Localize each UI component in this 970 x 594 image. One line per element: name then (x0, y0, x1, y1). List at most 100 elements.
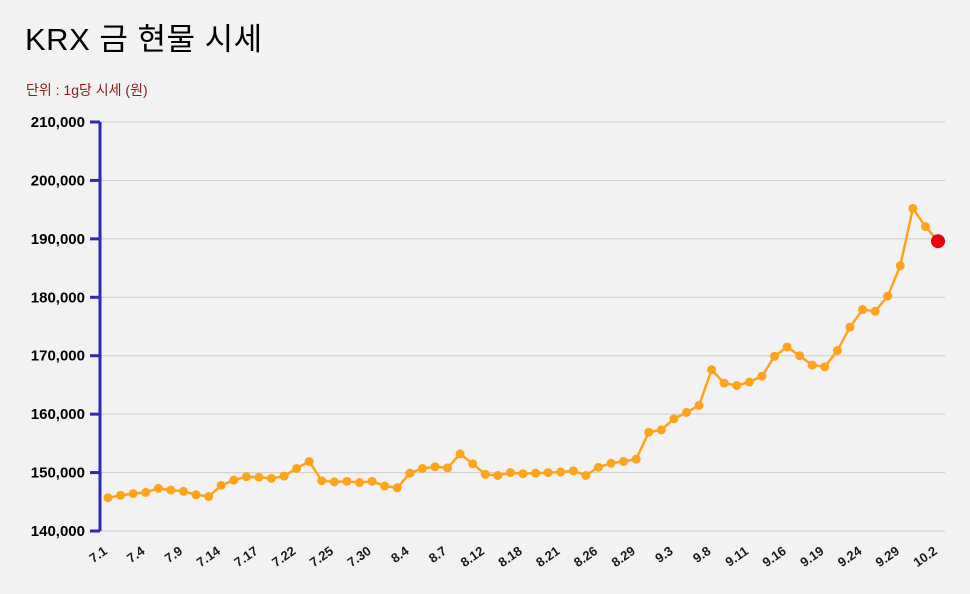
x-tick-label: 9.11 (722, 543, 751, 569)
data-point (443, 463, 453, 473)
x-tick-label: 7.17 (231, 543, 260, 570)
data-point (229, 475, 239, 485)
data-point (694, 400, 704, 410)
x-tick-label: 7.22 (269, 543, 298, 570)
data-point (581, 470, 591, 480)
data-point (543, 468, 553, 478)
data-point (606, 458, 616, 468)
data-point (568, 466, 578, 476)
page-title: KRX 금 현물 시세 (25, 22, 263, 57)
data-point (380, 481, 390, 491)
data-point (241, 472, 251, 482)
x-tick-label: 9.16 (759, 543, 788, 570)
data-point (505, 468, 515, 478)
data-point (493, 470, 503, 480)
y-tick-label: 140,000 (31, 523, 85, 540)
data-point (707, 365, 717, 375)
y-tick-label: 160,000 (31, 406, 85, 423)
y-tick-label: 170,000 (31, 348, 85, 365)
data-point (128, 489, 138, 499)
price-line-chart: 140,000 150,000 160,000 170,000 180,000 190,0… (31, 114, 945, 570)
x-tick-label: 10.2 (910, 543, 939, 570)
data-point (178, 486, 188, 496)
data-point (355, 478, 365, 488)
data-point (757, 371, 767, 381)
data-point (317, 476, 327, 486)
data-point (279, 471, 289, 481)
data-point (480, 469, 490, 479)
data-point (719, 378, 729, 388)
x-tick-label: 7.30 (344, 543, 373, 570)
data-point (254, 472, 264, 482)
x-tick-label: 8.29 (609, 543, 638, 570)
x-tick-label: 9.8 (690, 543, 713, 566)
x-tick-label: 8.26 (571, 543, 600, 570)
latest-data-point (931, 234, 945, 249)
y-tick-label: 180,000 (31, 289, 85, 306)
data-point (870, 306, 880, 316)
data-point (417, 463, 427, 473)
data-point (468, 459, 478, 469)
data-point (266, 473, 276, 483)
data-point (292, 463, 302, 473)
data-point (518, 469, 528, 479)
x-tick-label: 8.7 (426, 543, 449, 566)
x-tick-label: 8.18 (495, 543, 524, 570)
x-tick-label: 8.21 (533, 543, 562, 570)
data-point (556, 467, 566, 477)
data-point (166, 485, 176, 495)
data-point (832, 345, 842, 355)
data-point (908, 203, 918, 213)
chart-unit-label: 단위 : 1g당 시세 (원) (26, 82, 148, 98)
x-tick-label: 7.25 (307, 543, 336, 570)
data-point (455, 449, 465, 459)
x-tick-label: 9.19 (797, 543, 826, 570)
data-point (153, 483, 163, 493)
x-tick-label: 7.14 (194, 543, 224, 570)
data-point (116, 490, 126, 500)
y-tick-label: 210,000 (31, 114, 85, 131)
x-tick-label: 7.4 (124, 543, 148, 566)
x-tick-label: 9.24 (835, 543, 865, 570)
data-point (103, 493, 113, 503)
data-point (367, 476, 377, 486)
data-point (681, 407, 691, 417)
x-tick-label: 9.3 (652, 543, 675, 566)
y-tick-label: 190,000 (31, 231, 85, 248)
x-tick-label: 8.4 (388, 543, 412, 566)
data-point (883, 291, 893, 301)
data-point (329, 477, 339, 487)
data-point (216, 480, 226, 490)
data-point (141, 487, 151, 497)
y-tick-label: 200,000 (31, 172, 85, 189)
data-point (845, 322, 855, 332)
data-point (342, 476, 352, 486)
data-point (782, 342, 792, 352)
x-tick-label: 7.1 (86, 543, 109, 566)
data-point (304, 456, 314, 466)
y-tick-label: 150,000 (31, 465, 85, 482)
data-point (619, 456, 629, 466)
data-point (795, 351, 805, 361)
data-point (644, 427, 654, 437)
data-point (405, 468, 415, 478)
data-point (531, 468, 541, 478)
data-point (191, 490, 201, 500)
data-point (770, 351, 780, 361)
data-point (392, 483, 402, 493)
data-point (920, 222, 930, 232)
x-tick-label: 7.9 (162, 543, 185, 566)
price-line (106, 207, 940, 499)
data-point (631, 454, 641, 464)
data-point (732, 381, 742, 391)
data-point (820, 362, 830, 372)
data-point (895, 261, 905, 271)
data-point (204, 492, 214, 502)
data-point (430, 462, 440, 472)
data-point (807, 360, 817, 370)
data-point (858, 305, 868, 315)
x-tick-label: 8.12 (458, 543, 487, 570)
data-point (656, 425, 666, 435)
data-point (744, 377, 754, 387)
data-point (593, 462, 603, 472)
